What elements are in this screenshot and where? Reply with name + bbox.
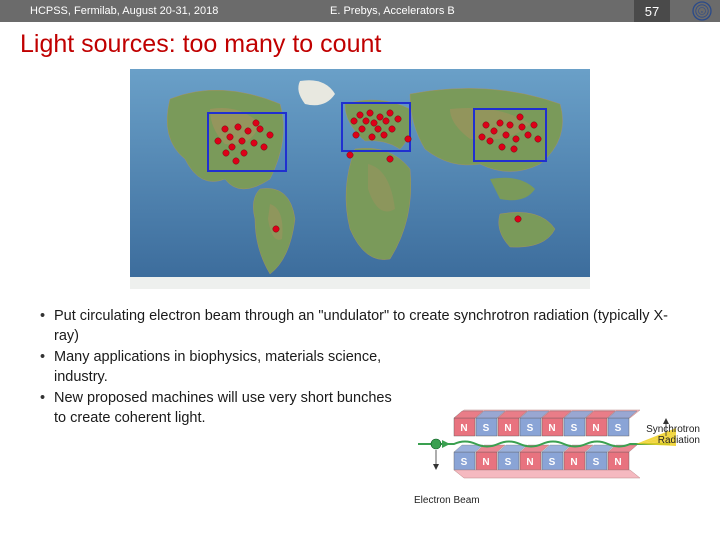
svg-text:N: N xyxy=(614,457,621,468)
svg-text:S: S xyxy=(549,457,556,468)
header-page-number: 57 xyxy=(634,0,670,22)
svg-text:S: S xyxy=(461,457,468,468)
svg-text:S: S xyxy=(571,423,578,434)
svg-text:S: S xyxy=(505,457,512,468)
synchrotron-radiation-label: Synchrotron Radiation xyxy=(640,424,700,446)
svg-text:N: N xyxy=(504,423,511,434)
electron-beam-label: Electron Beam xyxy=(414,495,480,506)
svg-text:N: N xyxy=(570,457,577,468)
svg-text:N: N xyxy=(482,457,489,468)
bullet-item: Put circulating electron beam through an… xyxy=(40,307,690,346)
svg-text:S: S xyxy=(593,457,600,468)
svg-text:S: S xyxy=(527,423,534,434)
svg-text:S: S xyxy=(615,423,622,434)
svg-text:★: ★ xyxy=(701,10,704,14)
svg-text:N: N xyxy=(548,423,555,434)
svg-text:N: N xyxy=(460,423,467,434)
bullet-item: Many applications in biophysics, materia… xyxy=(40,348,400,387)
svg-text:S: S xyxy=(483,423,490,434)
institution-seal-icon: ★ xyxy=(692,1,712,21)
header-venue: HCPSS, Fermilab, August 20-31, 2018 xyxy=(30,5,218,17)
slide-root: HCPSS, Fermilab, August 20-31, 2018 E. P… xyxy=(0,0,720,540)
header-author: E. Prebys, Accelerators B xyxy=(330,5,455,17)
slide-header: HCPSS, Fermilab, August 20-31, 2018 E. P… xyxy=(0,0,720,22)
bullet-item: New proposed machines will use very shor… xyxy=(40,389,400,428)
svg-text:N: N xyxy=(592,423,599,434)
undulator-figure: N S S N N S S N N S S N N S S N Electron Beam Synchrotr… xyxy=(412,394,702,504)
svg-text:N: N xyxy=(526,457,533,468)
slide-title: Light sources: too many to count xyxy=(0,22,720,65)
world-map-figure xyxy=(130,69,590,289)
